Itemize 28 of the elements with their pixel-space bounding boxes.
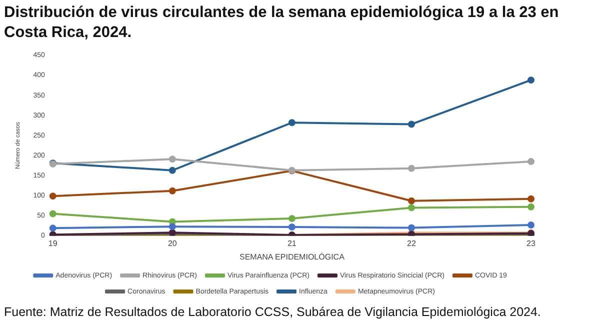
x-tick-label: 23: [526, 238, 536, 248]
point: [168, 187, 176, 194]
point: [408, 164, 415, 172]
point: [528, 221, 534, 228]
point: [408, 224, 415, 232]
point: [408, 204, 415, 212]
point: [528, 76, 534, 84]
point: [49, 192, 56, 200]
point: [49, 210, 56, 218]
point: [408, 120, 415, 128]
source-note: Fuente: Matriz de Resultados de Laboratorio CCSS, Subárea de Vigilancia Epidemiológica 2024.: [3, 305, 542, 319]
point: [528, 203, 534, 210]
point: [168, 223, 176, 230]
point: [288, 215, 296, 222]
point: [528, 158, 534, 166]
x-tick-label: 22: [407, 238, 416, 248]
x-tick-label: 20: [168, 238, 178, 248]
chart-title: Distribución de virus circulantes de la semana epidemiológica 19 a la 23 en Costa Rica, 2024.: [3, 3, 560, 43]
point: [168, 166, 176, 174]
point: [288, 223, 296, 230]
point: [408, 197, 415, 204]
point: [288, 119, 296, 126]
point: [168, 156, 176, 163]
x-tick-label: 21: [287, 238, 297, 248]
point: [49, 224, 56, 232]
x-axis-title: SEMANA EPIDEMIOLÓGICA: [239, 252, 346, 262]
x-tick-label: 19: [48, 238, 58, 248]
point: [528, 195, 534, 202]
